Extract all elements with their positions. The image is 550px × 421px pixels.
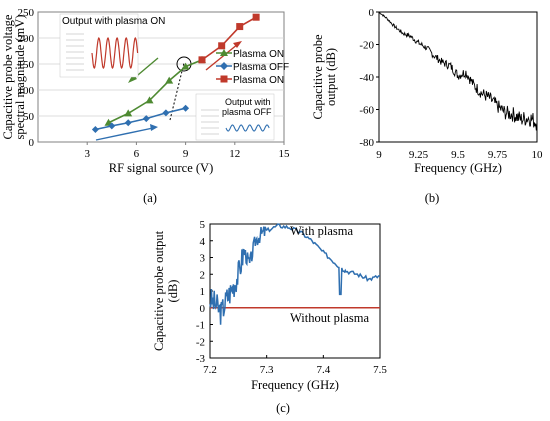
panel-b-label: (b) bbox=[425, 191, 440, 205]
panel-a-y-tick-label: 200 bbox=[18, 33, 35, 45]
panel-a-y-tick-label: 50 bbox=[23, 111, 35, 123]
inset-off-title-line2: plasma OFF bbox=[222, 107, 272, 117]
panel-a-point-triangle bbox=[145, 96, 154, 104]
inset-off-title-line1: Output with bbox=[225, 97, 271, 107]
panel-a-y-tick-label: 150 bbox=[18, 59, 35, 71]
panel-c-y-tick-label: 0 bbox=[200, 303, 206, 315]
panel-a-point-diamond bbox=[142, 115, 150, 123]
panel-a-series-line-2 bbox=[201, 16, 257, 61]
legend-label-plasma-off: Plasma OFF bbox=[233, 62, 289, 73]
panel-c-y-axis-label-line1: Capacitive probe output bbox=[152, 230, 166, 351]
panel-a-series-line-0 bbox=[108, 59, 203, 124]
panel-a-point-diamond bbox=[108, 122, 116, 130]
panel-a-point-triangle bbox=[181, 62, 190, 70]
legend-item-plasma-on-green: Plasma ON bbox=[216, 49, 284, 60]
panel-b: 9 9.25 9.5 9.75 10 0 -20 -40 -60 -80 Frequency (… bbox=[311, 7, 543, 205]
panel-c-x-ticks: 7.2 7.3 7.4 7.5 bbox=[203, 355, 387, 376]
panel-b-y-ticks: 0 -20 -40 -60 -80 bbox=[359, 7, 379, 149]
panel-c-y-ticks: 5 4 3 2 1 0 -1 -2 -3 bbox=[196, 219, 213, 365]
panel-a-x-tick-label: 6 bbox=[134, 148, 140, 160]
panel-a-x-tick-label: 3 bbox=[84, 148, 90, 160]
panel-a-point-diamond bbox=[162, 109, 170, 117]
panel-b-y-axis-label-line2: output (dB) bbox=[324, 48, 338, 106]
panel-a-point-diamond bbox=[124, 119, 132, 127]
panel-c-series-label-without-plasma: Without plasma bbox=[290, 311, 369, 325]
panel-a-inset-plasma-off: Output with plasma OFF bbox=[195, 93, 275, 141]
panel-a-y-tick-label: 0 bbox=[29, 137, 35, 149]
panel-b-series-layer bbox=[378, 11, 538, 131]
panel-a-point-diamond bbox=[182, 104, 190, 112]
panel-b-y-tick-label: -40 bbox=[359, 72, 374, 84]
inset-on-title: Output with plasma ON bbox=[62, 16, 165, 27]
panel-a-series-layer bbox=[91, 13, 260, 134]
panel-b-x-ticks: 9 9.25 9.5 9.75 10 bbox=[376, 149, 543, 161]
panel-a-point-square bbox=[236, 23, 244, 31]
panel-c-x-tick-label: 7.4 bbox=[316, 364, 330, 376]
panel-a-y-axis-label-line1: Capacitive probe voltage bbox=[1, 14, 15, 139]
panel-b-y-tick-label: 0 bbox=[369, 7, 375, 19]
panel-a: 3 6 9 12 15 0 50 100 150 200 250 Output with plas… bbox=[1, 7, 290, 205]
panel-b-x-axis-label: Frequency (GHz) bbox=[414, 161, 502, 175]
panel-a-y-tick-label: 250 bbox=[18, 7, 35, 19]
panel-c-x-tick-label: 7.3 bbox=[260, 364, 274, 376]
panel-a-x-axis-label: RF signal source (V) bbox=[109, 161, 214, 175]
panel-b-x-tick-label: 10 bbox=[532, 149, 544, 161]
panel-c-series-layer bbox=[209, 223, 381, 325]
panel-a-x-tick-label: 9 bbox=[183, 148, 189, 160]
panel-c-y-tick-label: -1 bbox=[196, 320, 205, 332]
panel-a-x-ticks: 3 6 9 12 15 bbox=[84, 142, 290, 160]
panel-a-arrow-on-up bbox=[205, 41, 242, 71]
panel-c-y-tick-label: 1 bbox=[200, 286, 206, 298]
panel-c-series-with-plasma bbox=[209, 223, 381, 325]
panel-a-legend: Plasma ON Plasma OFF Plasma ON bbox=[216, 49, 289, 86]
panel-a-label: (a) bbox=[143, 191, 157, 205]
panel-a-arrow-off-up bbox=[95, 124, 158, 141]
legend-label-plasma-on-green: Plasma ON bbox=[233, 49, 284, 60]
panel-c-y-tick-label: 4 bbox=[200, 236, 206, 248]
panel-c-x-tick-label: 7.5 bbox=[373, 364, 387, 376]
legend-item-plasma-on-red: Plasma ON bbox=[216, 75, 284, 86]
panel-b-x-tick-label: 9.5 bbox=[451, 149, 465, 161]
panel-a-point-square bbox=[218, 42, 226, 50]
panel-c-y-tick-label: 5 bbox=[200, 219, 206, 231]
panel-c: 7.2 7.3 7.4 7.5 5 4 3 2 1 0 -1 -2 -3 With plasma Wi… bbox=[152, 219, 387, 415]
panel-c-x-axis-label: Frequency (GHz) bbox=[251, 378, 339, 392]
panel-a-inset-plasma-on: Output with plasma ON bbox=[59, 13, 165, 78]
panel-a-point-triangle bbox=[165, 76, 174, 84]
panel-b-x-tick-label: 9 bbox=[376, 149, 382, 161]
panel-a-point-diamond bbox=[91, 126, 99, 134]
panel-a-y-axis-label-line2: spectral magnitude (mV) bbox=[13, 15, 27, 140]
panel-a-point-triangle bbox=[124, 109, 133, 117]
legend-item-plasma-off: Plasma OFF bbox=[216, 62, 289, 73]
panel-c-y-tick-label: -3 bbox=[196, 353, 206, 365]
panel-b-y-tick-label: -20 bbox=[359, 40, 374, 52]
panel-a-x-tick-label: 15 bbox=[279, 148, 291, 160]
panel-a-plot-area bbox=[37, 11, 285, 143]
legend-label-plasma-on-red: Plasma ON bbox=[233, 75, 284, 86]
panel-c-label: (c) bbox=[276, 401, 290, 415]
panel-c-y-tick-label: -2 bbox=[196, 336, 205, 348]
panel-b-x-tick-label: 9.25 bbox=[409, 149, 429, 161]
panel-a-transition-connector bbox=[169, 62, 185, 121]
panel-a-y-ticks: 0 50 100 150 200 250 bbox=[18, 7, 35, 149]
panel-c-y-axis-label-line2: (dB) bbox=[166, 280, 180, 303]
panel-c-x-tick-label: 7.2 bbox=[203, 364, 217, 376]
panel-a-point-square bbox=[198, 56, 206, 64]
panel-b-y-tick-label: -60 bbox=[359, 105, 374, 117]
inset-on-waveform bbox=[91, 36, 139, 70]
panel-c-y-tick-label: 2 bbox=[200, 269, 206, 281]
panel-b-y-tick-label: -80 bbox=[359, 137, 374, 149]
panel-c-series-label-with-plasma: With plasma bbox=[290, 224, 353, 238]
inset-off-waveform bbox=[225, 124, 270, 132]
panel-c-y-tick-label: 3 bbox=[200, 253, 206, 265]
panel-b-series-line bbox=[378, 11, 538, 131]
panel-a-x-tick-label: 12 bbox=[229, 148, 240, 160]
panel-a-y-tick-label: 100 bbox=[18, 85, 35, 97]
panel-a-point-square bbox=[252, 13, 260, 21]
panel-b-y-axis-label-line1: Capacitive probe bbox=[311, 34, 325, 119]
panel-b-x-tick-label: 9.75 bbox=[488, 149, 508, 161]
